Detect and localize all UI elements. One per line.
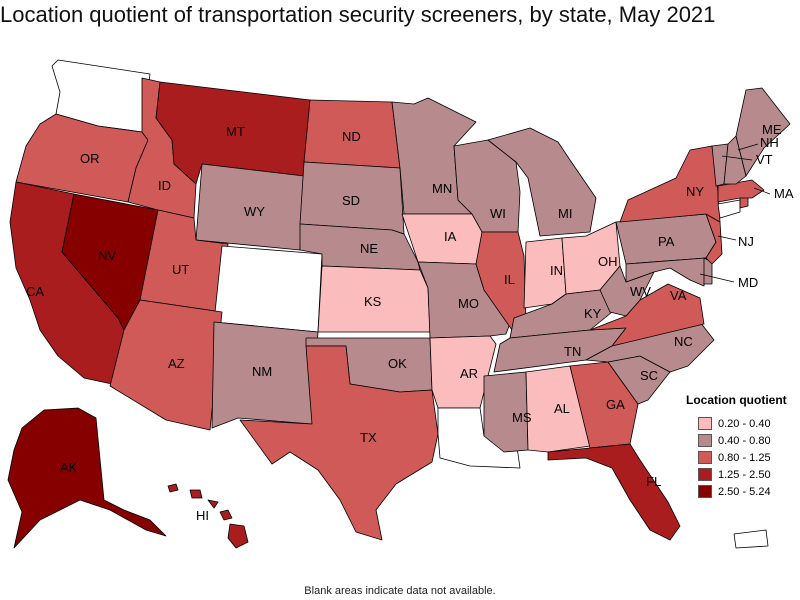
state-label-NE: NE: [360, 241, 378, 256]
state-label-MT: MT: [226, 124, 245, 139]
state-label-OH: OH: [598, 254, 618, 269]
legend-swatch: [698, 485, 712, 498]
state-label-OK: OK: [388, 356, 407, 371]
state-label-SC: SC: [640, 368, 658, 383]
legend-label: 0.40 - 0.80: [718, 434, 771, 447]
state-label-UT: UT: [172, 262, 189, 277]
state-NY[interactable]: [619, 145, 721, 223]
state-label-MO: MO: [458, 296, 479, 311]
state-label-NH: NH: [760, 135, 779, 150]
state-NM[interactable]: [211, 321, 319, 429]
state-label-MS: MS: [512, 410, 532, 425]
state-GA[interactable]: [569, 361, 639, 449]
state-label-SD: SD: [342, 193, 360, 208]
state-label-NV: NV: [98, 248, 116, 263]
state-label-IA: IA: [444, 229, 457, 244]
state-label-PA: PA: [658, 234, 675, 249]
state-label-AZ: AZ: [168, 356, 185, 371]
state-HI[interactable]: [167, 483, 249, 549]
state-AL[interactable]: [525, 365, 591, 453]
legend-item: 1.25 - 2.50: [686, 466, 798, 483]
state-label-NJ: NJ: [738, 234, 754, 249]
legend-label: 2.50 - 5.24: [718, 485, 771, 498]
territory-PR[interactable]: [733, 529, 769, 549]
state-ME[interactable]: [735, 87, 791, 177]
legend-item: 2.50 - 5.24: [686, 483, 798, 500]
state-label-WY: WY: [244, 204, 265, 219]
legend-label: 1.25 - 2.50: [718, 468, 771, 481]
map-title: Location quotient of transportation secu…: [0, 2, 716, 27]
state-label-NY: NY: [686, 184, 704, 199]
state-FL[interactable]: [547, 443, 681, 541]
legend-title: Location quotient: [686, 393, 787, 407]
state-NH[interactable]: [723, 135, 747, 185]
map-legend: Location quotient 0.20 - 0.40 0.40 - 0.80…: [686, 393, 798, 500]
state-AK[interactable]: [7, 407, 167, 549]
legend-swatch: [698, 434, 712, 447]
legend-label: 0.20 - 0.40: [718, 417, 771, 430]
state-label-KY: KY: [584, 306, 602, 321]
state-CT[interactable]: [717, 199, 741, 219]
legend-swatch: [698, 417, 712, 430]
state-MI[interactable]: [487, 127, 597, 237]
leader-line-MA: [753, 187, 771, 195]
state-label-MN: MN: [432, 181, 452, 196]
state-label-WV: WV: [630, 284, 651, 299]
state-label-AK: AK: [60, 460, 78, 475]
legend-swatch: [698, 451, 712, 464]
state-label-ID: ID: [158, 178, 171, 193]
leader-line-NH: [737, 143, 759, 151]
state-label-GA: GA: [606, 397, 625, 412]
state-label-AR: AR: [460, 366, 478, 381]
state-label-ME: ME: [762, 122, 782, 137]
state-label-FL: FL: [646, 474, 661, 489]
state-AZ[interactable]: [109, 299, 223, 431]
state-label-TX: TX: [360, 430, 377, 445]
legend-item: 0.80 - 1.25: [686, 449, 798, 466]
state-label-VT: VT: [756, 152, 773, 167]
state-label-ND: ND: [342, 129, 361, 144]
state-LA[interactable]: [437, 407, 521, 469]
state-label-MI: MI: [558, 206, 572, 221]
state-label-HI: HI: [196, 508, 209, 523]
state-TX[interactable]: [239, 345, 439, 541]
leader-line-NJ: [717, 235, 737, 241]
legend-item: 0.40 - 0.80: [686, 432, 798, 449]
state-WV[interactable]: [599, 265, 655, 317]
state-label-TN: TN: [564, 344, 581, 359]
state-label-OR: OR: [80, 151, 100, 166]
state-label-MD: MD: [738, 275, 758, 290]
leader-line-MD: [699, 273, 735, 283]
state-label-KS: KS: [364, 294, 382, 309]
legend-item: 0.20 - 0.40: [686, 415, 798, 432]
leader-line-VT: [721, 155, 753, 161]
legend-swatch: [698, 468, 712, 481]
state-MS[interactable]: [483, 371, 529, 453]
state-label-NM: NM: [252, 364, 272, 379]
state-label-CA: CA: [26, 284, 44, 299]
state-label-IL: IL: [504, 272, 515, 287]
footnote: Blank areas indicate data not available.: [304, 585, 496, 597]
state-label-AL: AL: [554, 401, 570, 416]
state-label-IN: IN: [550, 263, 563, 278]
state-label-MA: MA: [774, 186, 794, 201]
state-label-WI: WI: [490, 206, 506, 221]
legend-label: 0.80 - 1.25: [718, 451, 771, 464]
state-MA[interactable]: [717, 179, 765, 203]
state-label-VA: VA: [670, 288, 687, 303]
state-label-NC: NC: [674, 334, 693, 349]
state-CO[interactable]: [213, 245, 323, 333]
